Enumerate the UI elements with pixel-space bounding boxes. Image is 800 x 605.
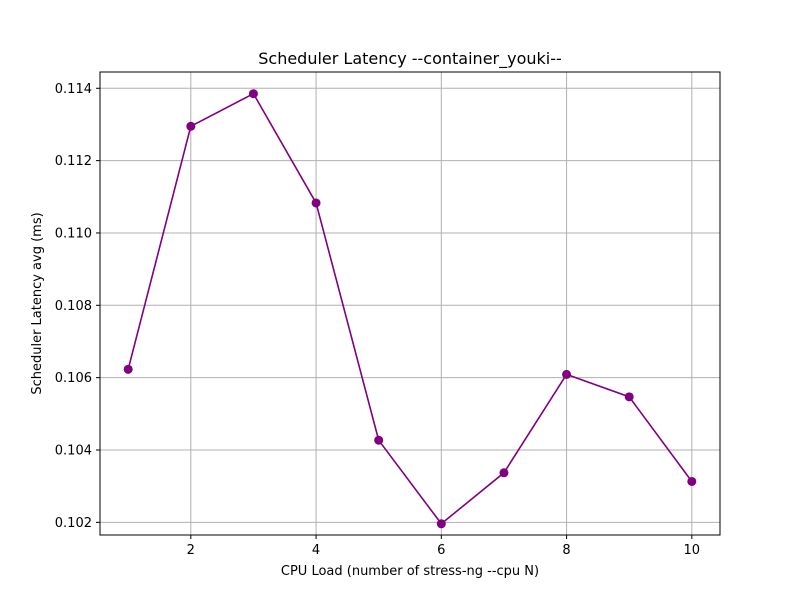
y-axis-ticks: 0.102 0.104 0.106 0.108 0.110 0.112 0.114 <box>55 82 100 531</box>
y-tick-label: 0.114 <box>55 82 92 97</box>
data-point-marker <box>248 89 258 99</box>
grid <box>100 72 720 535</box>
data-point-marker <box>374 435 384 445</box>
series-line <box>127 92 693 525</box>
data-point-marker <box>562 369 572 379</box>
x-tick-label: 2 <box>187 543 195 558</box>
y-tick-label: 0.104 <box>55 443 92 458</box>
x-axis-ticks: 2 4 6 8 10 <box>187 535 700 558</box>
x-tick-label: 4 <box>312 543 320 558</box>
chart-title: Scheduler Latency --container_youki-- <box>258 49 562 69</box>
x-axis-label: CPU Load (number of stress-ng --cpu N) <box>281 564 539 579</box>
plot-frame <box>99 71 721 536</box>
data-point-marker <box>311 198 321 208</box>
y-tick-label: 0.110 <box>55 226 92 241</box>
data-point-marker <box>624 392 634 402</box>
x-tick-label: 10 <box>684 543 701 558</box>
y-axis-label: Scheduler Latency avg (ms) <box>30 212 45 394</box>
x-tick-label: 6 <box>437 543 445 558</box>
data-point-marker <box>436 519 446 529</box>
data-point-marker <box>499 468 509 478</box>
y-tick-label: 0.108 <box>55 299 92 314</box>
x-tick-label: 8 <box>562 543 570 558</box>
data-point-marker <box>123 364 133 374</box>
y-tick-label: 0.106 <box>55 371 92 386</box>
y-tick-label: 0.102 <box>55 516 92 531</box>
data-point-marker <box>186 121 196 131</box>
data-point-marker <box>687 476 697 486</box>
y-tick-label: 0.112 <box>55 154 92 169</box>
series-layer <box>123 89 697 529</box>
